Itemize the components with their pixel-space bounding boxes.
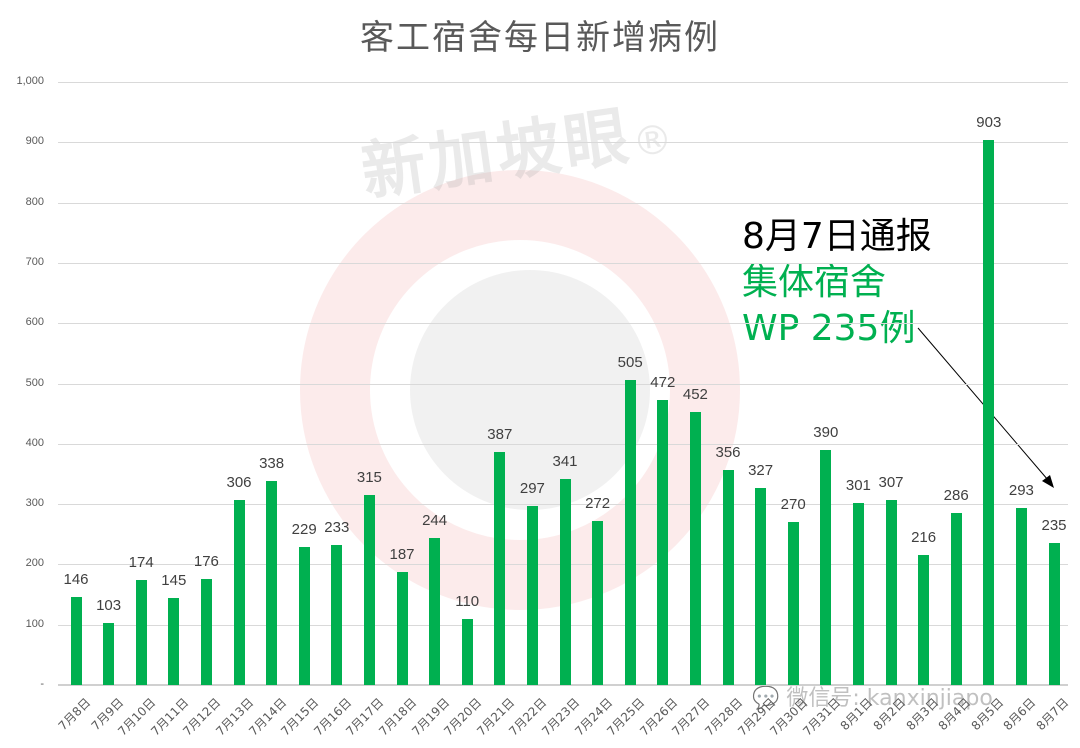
y-tick-label: 600	[25, 316, 44, 328]
y-tick-label: 200	[25, 557, 44, 569]
bar	[331, 544, 343, 685]
chart-title: 客工宿舍每日新增病例	[360, 18, 720, 58]
bar	[363, 495, 375, 685]
bar	[461, 618, 473, 685]
bar-value-label: 187	[389, 546, 415, 564]
bar-value-label: 301	[845, 477, 871, 495]
annotation-line-1: 8月7日通报	[742, 216, 932, 257]
bar	[526, 505, 538, 685]
bar	[689, 412, 701, 685]
annotation-line-2: 集体宿舍	[742, 262, 887, 303]
bar	[657, 400, 669, 685]
bar	[787, 522, 799, 685]
bar-value-label: 235	[1041, 517, 1067, 535]
bar	[200, 578, 212, 685]
bar	[885, 499, 897, 685]
gridline	[58, 323, 1068, 324]
gridline	[58, 384, 1068, 385]
y-tick-label: 1,000	[16, 75, 44, 87]
bar-value-label: 315	[356, 469, 382, 487]
y-tick-label: 400	[25, 437, 44, 449]
bar-value-label: 307	[878, 473, 904, 491]
bar	[983, 140, 995, 685]
bar-value-label: 272	[585, 494, 611, 512]
bar	[168, 597, 180, 685]
bar-value-label: 387	[487, 425, 513, 443]
bar-value-label: 505	[617, 354, 643, 372]
y-tick-label: 300	[25, 497, 44, 509]
bar	[1048, 543, 1060, 685]
y-tick-label: 700	[25, 256, 44, 268]
bar-value-label: 903	[976, 114, 1002, 132]
bar-value-label: 327	[748, 461, 774, 479]
bar-value-label: 233	[324, 518, 350, 536]
bar	[592, 520, 604, 685]
bar	[820, 449, 832, 685]
gridline	[58, 444, 1068, 445]
bar	[429, 537, 441, 685]
bar-value-label: 341	[552, 453, 578, 471]
bar	[103, 622, 115, 685]
gridline	[58, 263, 1068, 264]
bar-value-label: 286	[943, 486, 969, 504]
bar	[755, 487, 767, 685]
y-tick-label: 100	[25, 618, 44, 630]
gridline	[58, 203, 1068, 204]
gridline	[58, 142, 1068, 143]
bar	[298, 546, 310, 685]
bar-value-label: 146	[63, 570, 89, 588]
bar	[852, 503, 864, 685]
bar-value-label: 244	[422, 511, 448, 529]
bar	[624, 380, 636, 685]
bar-value-label: 174	[128, 554, 154, 572]
annotation-line-3: WP 235例	[742, 308, 916, 349]
bar	[950, 512, 962, 685]
bar-value-label: 103	[96, 596, 122, 614]
x-axis	[58, 684, 1068, 686]
bar	[494, 451, 506, 685]
bar-value-label: 297	[519, 479, 545, 497]
bar	[559, 479, 571, 685]
bar-value-label: 110	[455, 592, 480, 610]
bar	[918, 554, 930, 685]
y-tick-label: 500	[25, 377, 44, 389]
bar-value-label: 452	[682, 386, 708, 404]
bar	[1015, 508, 1027, 685]
wechat-icon: 💬	[752, 686, 780, 711]
bar-value-label: 293	[1008, 482, 1034, 500]
bar	[70, 596, 82, 685]
gridline	[58, 82, 1068, 83]
bar-value-label: 229	[291, 520, 317, 538]
y-tick-label: 800	[25, 196, 44, 208]
bar-value-label: 390	[813, 423, 839, 441]
bar-value-label: 216	[911, 528, 937, 546]
bar-value-label: 145	[161, 571, 187, 589]
bar-value-label: 338	[259, 455, 285, 473]
bar	[396, 572, 408, 685]
bar-value-label: 356	[715, 444, 741, 462]
bar-value-label: 306	[226, 474, 252, 492]
bar	[722, 470, 734, 685]
wechat-watermark: 💬 微信号: kanxinjiapo	[752, 686, 993, 711]
bar-value-label: 270	[780, 496, 806, 514]
y-tick-label: -	[40, 678, 44, 690]
bar-value-label: 472	[650, 374, 676, 392]
bar	[233, 500, 245, 685]
bar	[135, 580, 147, 685]
bar-value-label: 176	[193, 552, 219, 570]
y-tick-label: 900	[25, 135, 44, 147]
bar	[266, 481, 278, 685]
annotation-callout: 8月7日通报 集体宿舍 WP 235例	[742, 214, 932, 352]
